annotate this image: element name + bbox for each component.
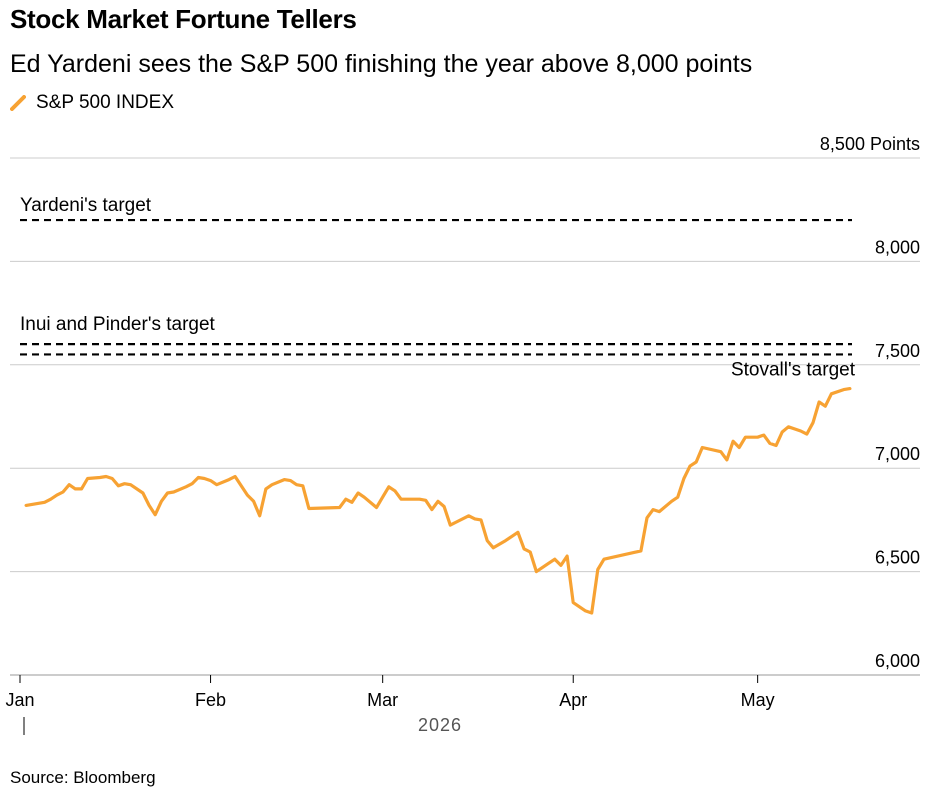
series-line-sp500: [24, 387, 852, 615]
target-label: Stovall's target: [731, 359, 856, 380]
x-tick-label: Feb: [195, 690, 226, 710]
x-tick-label: May: [741, 690, 775, 710]
chart-subtitle: Ed Yardeni sees the S&P 500 finishing th…: [10, 50, 753, 78]
legend: S&P 500 INDEX: [10, 92, 174, 114]
x-tick-label: Mar: [367, 690, 398, 710]
target-label: Inui and Pinder's target: [20, 314, 216, 335]
legend-series-label: S&P 500 INDEX: [36, 92, 175, 113]
y-tick-label: 8,000: [875, 237, 920, 257]
x-tick-label: Jan: [5, 690, 34, 710]
x-year-label: 2026: [418, 715, 462, 735]
y-tick-label: 7,500: [875, 341, 920, 361]
legend-line-icon: [10, 95, 26, 111]
x-tick-label: Apr: [559, 690, 587, 710]
source-note: Source: Bloomberg: [10, 768, 156, 787]
y-tick-label: 8,500 Points: [820, 134, 920, 154]
y-tick-label: 6,500: [875, 548, 920, 568]
y-tick-label: 6,000: [875, 651, 920, 671]
target-label: Yardeni's target: [20, 195, 152, 216]
chart-title: Stock Market Fortune Tellers: [10, 4, 357, 34]
y-tick-label: 7,000: [875, 444, 920, 464]
